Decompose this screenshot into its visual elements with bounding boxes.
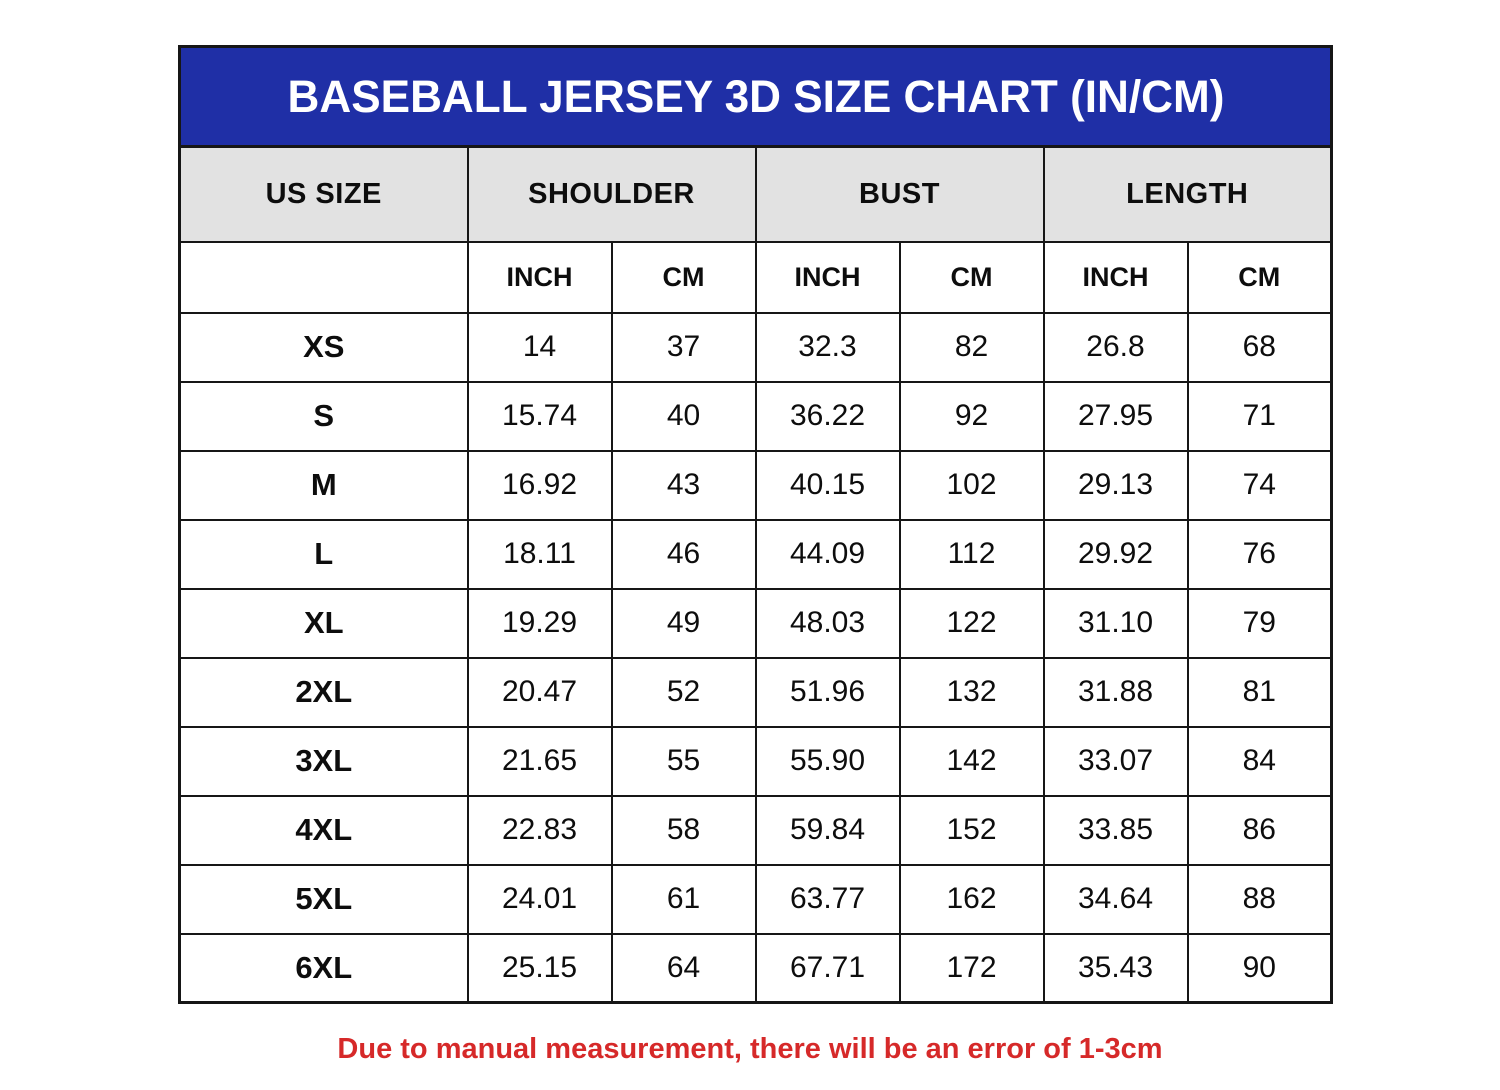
- measurement-value: 25.15: [466, 932, 613, 1004]
- measurement-value: 43: [610, 449, 757, 521]
- unit-header-length-inch: INCH: [1042, 240, 1189, 314]
- measurement-value: 84: [1186, 725, 1333, 797]
- measurement-value: 51.96: [754, 656, 901, 728]
- table-row-6xl: 6XL 25.15 64 67.71 172 35.43 90: [178, 932, 1333, 1004]
- measurement-value: 32.3: [754, 311, 901, 383]
- measurement-value: 15.74: [466, 380, 613, 452]
- measurement-value: 88: [1186, 863, 1333, 935]
- measurement-value: 92: [898, 380, 1045, 452]
- measurement-value: 31.10: [1042, 587, 1189, 659]
- size-label: 2XL: [178, 656, 469, 728]
- measurement-value: 86: [1186, 794, 1333, 866]
- measurement-value: 102: [898, 449, 1045, 521]
- unit-header-shoulder-cm: CM: [610, 240, 757, 314]
- column-header-bust: BUST: [754, 145, 1045, 243]
- measurement-value: 112: [898, 518, 1045, 590]
- size-label: S: [178, 380, 469, 452]
- measurement-value: 74: [1186, 449, 1333, 521]
- measurement-value: 152: [898, 794, 1045, 866]
- measurement-value: 52: [610, 656, 757, 728]
- unit-header-length-cm: CM: [1186, 240, 1333, 314]
- measurement-value: 49: [610, 587, 757, 659]
- table-row-m: M 16.92 43 40.15 102 29.13 74: [178, 449, 1333, 521]
- table-row-4xl: 4XL 22.83 58 59.84 152 33.85 86: [178, 794, 1333, 866]
- unit-header-shoulder-inch: INCH: [466, 240, 613, 314]
- measurement-value: 68: [1186, 311, 1333, 383]
- unit-header-bust-cm: CM: [898, 240, 1045, 314]
- group-header-row: US SIZE SHOULDER BUST LENGTH: [178, 145, 1333, 243]
- measurement-value: 58: [610, 794, 757, 866]
- size-label: 3XL: [178, 725, 469, 797]
- measurement-value: 34.64: [1042, 863, 1189, 935]
- measurement-value: 26.8: [1042, 311, 1189, 383]
- measurement-value: 82: [898, 311, 1045, 383]
- measurement-value: 132: [898, 656, 1045, 728]
- table-row-l: L 18.11 46 44.09 112 29.92 76: [178, 518, 1333, 590]
- chart-title-cell: BASEBALL JERSEY 3D SIZE CHART (IN/CM): [178, 45, 1333, 148]
- measurement-value: 20.47: [466, 656, 613, 728]
- measurement-value: 76: [1186, 518, 1333, 590]
- measurement-value: 18.11: [466, 518, 613, 590]
- column-header-shoulder: SHOULDER: [466, 145, 757, 243]
- size-chart-table: BASEBALL JERSEY 3D SIZE CHART (IN/CM) US…: [178, 45, 1333, 1004]
- measurement-note: Due to manual measurement, there will be…: [337, 1033, 1163, 1065]
- measurement-value: 64: [610, 932, 757, 1004]
- table-row-3xl: 3XL 21.65 55 55.90 142 33.07 84: [178, 725, 1333, 797]
- measurement-value: 67.71: [754, 932, 901, 1004]
- measurement-value: 35.43: [1042, 932, 1189, 1004]
- measurement-value: 40.15: [754, 449, 901, 521]
- unit-header-bust-inch: INCH: [754, 240, 901, 314]
- measurement-value: 36.22: [754, 380, 901, 452]
- measurement-value: 71: [1186, 380, 1333, 452]
- chart-title: BASEBALL JERSEY 3D SIZE CHART (IN/CM): [287, 70, 1224, 122]
- measurement-value: 33.85: [1042, 794, 1189, 866]
- measurement-value: 162: [898, 863, 1045, 935]
- size-label: 6XL: [178, 932, 469, 1004]
- measurement-value: 55.90: [754, 725, 901, 797]
- table-row-xs: XS 14 37 32.3 82 26.8 68: [178, 311, 1333, 383]
- measurement-value: 55: [610, 725, 757, 797]
- measurement-value: 14: [466, 311, 613, 383]
- measurement-value: 172: [898, 932, 1045, 1004]
- measurement-value: 122: [898, 587, 1045, 659]
- blank-cell: [178, 240, 469, 314]
- size-label: XS: [178, 311, 469, 383]
- measurement-value: 31.88: [1042, 656, 1189, 728]
- measurement-value: 19.29: [466, 587, 613, 659]
- measurement-value: 90: [1186, 932, 1333, 1004]
- measurement-value: 44.09: [754, 518, 901, 590]
- column-header-length: LENGTH: [1042, 145, 1333, 243]
- size-label: XL: [178, 587, 469, 659]
- measurement-value: 24.01: [466, 863, 613, 935]
- table-row-s: S 15.74 40 36.22 92 27.95 71: [178, 380, 1333, 452]
- measurement-value: 29.92: [1042, 518, 1189, 590]
- size-label: M: [178, 449, 469, 521]
- measurement-value: 33.07: [1042, 725, 1189, 797]
- measurement-value: 48.03: [754, 587, 901, 659]
- measurement-value: 29.13: [1042, 449, 1189, 521]
- measurement-value: 22.83: [466, 794, 613, 866]
- table-row-2xl: 2XL 20.47 52 51.96 132 31.88 81: [178, 656, 1333, 728]
- measurement-value: 63.77: [754, 863, 901, 935]
- measurement-value: 37: [610, 311, 757, 383]
- title-row: BASEBALL JERSEY 3D SIZE CHART (IN/CM): [178, 45, 1333, 148]
- measurement-value: 81: [1186, 656, 1333, 728]
- unit-header-row: INCH CM INCH CM INCH CM: [178, 240, 1333, 314]
- measurement-value: 61: [610, 863, 757, 935]
- measurement-value: 142: [898, 725, 1045, 797]
- measurement-value: 27.95: [1042, 380, 1189, 452]
- table-row-xl: XL 19.29 49 48.03 122 31.10 79: [178, 587, 1333, 659]
- size-label: L: [178, 518, 469, 590]
- table-row-5xl: 5XL 24.01 61 63.77 162 34.64 88: [178, 863, 1333, 935]
- measurement-value: 79: [1186, 587, 1333, 659]
- measurement-value: 46: [610, 518, 757, 590]
- measurement-value: 40: [610, 380, 757, 452]
- column-header-us-size: US SIZE: [178, 145, 469, 243]
- measurement-value: 16.92: [466, 449, 613, 521]
- size-label: 4XL: [178, 794, 469, 866]
- measurement-value: 21.65: [466, 725, 613, 797]
- size-label: 5XL: [178, 863, 469, 935]
- measurement-value: 59.84: [754, 794, 901, 866]
